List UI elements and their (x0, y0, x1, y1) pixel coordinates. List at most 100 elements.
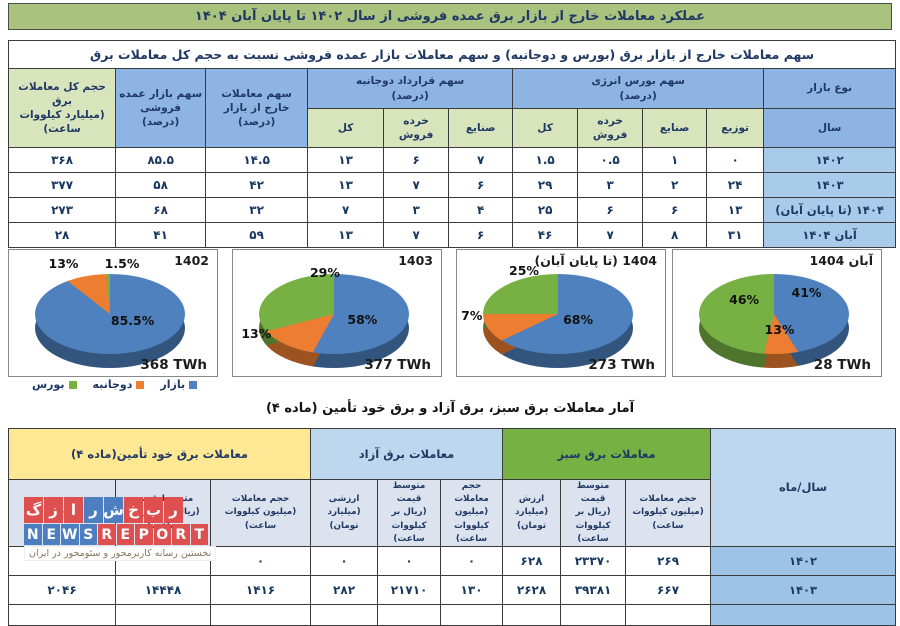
table-cell: ۳۲ (205, 197, 309, 223)
market-share-table: سهم معاملات خارج از بازار برق (بورس و دو… (7, 40, 897, 248)
col-group-free-power: معاملات برق آزاد (310, 428, 504, 480)
subcol-1: متوسط قیمت (ریال بر کیلووات ساعت) (560, 479, 627, 547)
subcol-5: صنایع (448, 108, 514, 148)
col-wholesale-share: سهم بازار عمده فروشی (درصد) (115, 68, 207, 148)
watermark-letter-tile: T (190, 524, 208, 545)
table-cell (115, 603, 212, 626)
table-cell: ۷ (448, 147, 514, 173)
subcol-3: حجم معاملات (میلیون کیلووات ساعت) (440, 479, 504, 547)
table-cell: ۰ (310, 545, 379, 576)
pie-slice-label: 13% (241, 325, 272, 341)
table-cell: ۰ (440, 545, 504, 576)
year-cell: ۱۴۰۴ (تا پایان آبان) (763, 197, 897, 223)
watermark-letter-tile: R (172, 524, 190, 545)
pie-legend: بورس دوجانبه بازار (32, 378, 198, 391)
table-cell: ۳۷۷ (7, 172, 117, 198)
table-header-row: سال/ماه معاملات برق سبز معاملات برق آزاد… (7, 428, 897, 547)
table-cell: ۶۲۸ (502, 545, 562, 576)
chart-total-value: 28 TWh (813, 357, 871, 373)
legend-swatch-icon (136, 380, 145, 389)
table-cell: ۳ (577, 172, 644, 198)
legend-label: بازار (160, 378, 186, 391)
pie-slice-label: 1.5% (104, 256, 140, 272)
legend-item: دوجانبه (93, 378, 145, 391)
table-cell: ۲۸۲ (310, 574, 379, 605)
watermark-letter-tile: P (135, 524, 153, 545)
col-group-self-supply: معاملات برق خود تأمین(ماده ۴) (7, 428, 312, 480)
table-cell: ۶ (383, 147, 450, 173)
table-row: ۱۴۰۲ ۲۶۹ ۲۳۳۷۰ ۶۲۸ ۰ ۰ ۰ ۰ (7, 545, 897, 576)
legend-swatch-icon (68, 380, 77, 389)
table-cell: ۲۱۷۱۰ (377, 574, 442, 605)
table-cell: ۷ (383, 222, 450, 248)
pie-slice-label: 13% (48, 256, 79, 272)
subcol-0: حجم معاملات (میلیون کیلووات ساعت) (625, 479, 712, 547)
table-cell: ۱۳۰ (440, 574, 504, 605)
legend-item: بازار (160, 378, 198, 391)
pie-face (259, 274, 409, 354)
subcol-3: خرده فروش (577, 108, 644, 148)
pie-graphic (259, 274, 409, 370)
pie-face (483, 274, 633, 354)
table-cell: ۱.۵ (512, 147, 579, 173)
table-cell: ۴ (448, 197, 514, 223)
pie-slice-label: 13% (764, 321, 795, 337)
table-cell (310, 603, 379, 626)
subcol-year: سال (763, 108, 897, 148)
table-cell: ۱۳ (307, 222, 385, 248)
year-cell: ۱۴۰۳ (763, 172, 897, 198)
subcol-6: حجم معاملات (میلیون کیلووات ساعت) (210, 479, 312, 547)
chart-total-value: 377 TWh (364, 357, 431, 373)
watermark-letter-tile: ا (64, 497, 83, 523)
table-cell: ۶۶۷ (625, 574, 712, 605)
watermark-letter-tile: S (79, 524, 97, 545)
table-cell: ۲۹ (512, 172, 579, 198)
table-row-partial (7, 603, 897, 626)
table-row: ۱۴۰۲ ۰ ۱ ۰.۵ ۱.۵ ۷ ۶ ۱۳ ۱۴.۵ ۸۵.۵ ۳۶۸ (7, 147, 897, 173)
table-subheader-row: سال توزیع صنایع خرده فروش کل صنایع خرده فروش کل (9, 108, 897, 148)
chart-title: 1403 (398, 253, 433, 268)
table-cell: ۱ (642, 147, 708, 173)
table-cell: ۱۳ (706, 197, 765, 223)
chart-title: 1404 (تا پایان آبان) (534, 253, 657, 268)
col-group-bilateral: سهم قرارداد دوجانبه (درصد) (307, 68, 514, 109)
pie-face (35, 274, 185, 354)
table-cell: ۰ (377, 545, 442, 576)
pie-slice-label: 25% (509, 262, 539, 278)
table-cell: ۴۶ (512, 222, 579, 248)
page-title: عملکرد معاملات خارج از بازار برق عمده فر… (194, 9, 706, 24)
legend-item: بورس (32, 378, 77, 391)
col-group-bourse: سهم بورس انرژی (درصد) (512, 68, 765, 109)
table-cell: ۶ (448, 222, 514, 248)
subcol-2: صنایع (642, 108, 708, 148)
table-cell: ۲۸ (7, 222, 117, 248)
chart-total-value: 273 TWh (588, 357, 655, 373)
watermark-letter-tile: ر (84, 497, 103, 523)
pie-chart-4: آبان 1404 46% 41% 13% 28 TWh (672, 249, 882, 377)
table-caption-row: سهم معاملات خارج از بازار برق (بورس و دو… (7, 40, 897, 69)
watermark-letter-tile: N (24, 524, 42, 545)
subcol-7: کل (307, 108, 385, 148)
pie-chart-2: 1403 29% 13% 58% 377 TWh (232, 249, 442, 377)
table-cell (210, 603, 312, 626)
watermark-letter-tile: ز (44, 497, 63, 523)
pie-slice-label: 29% (309, 265, 340, 281)
report-title-bar: عملکرد معاملات خارج از بازار برق عمده فر… (8, 3, 892, 30)
year-cell: ۱۴۰۲ (763, 147, 897, 173)
col-group-green-power: معاملات برق سبز (502, 428, 712, 480)
table-cell: ۴۱ (115, 222, 207, 248)
table-cell: ۳ (383, 197, 450, 223)
table-cell: ۰ (210, 545, 312, 576)
table-cell: ۷ (577, 222, 644, 248)
section2-title: آمار معاملات برق سبز، برق آزاد و برق خود… (265, 401, 635, 416)
legend-label: بورس (32, 378, 65, 391)
table-cell (502, 603, 562, 626)
table-cell: ۵۹ (205, 222, 309, 248)
table-cell: ۶ (642, 197, 708, 223)
table-row: ۱۴۰۴ (تا پایان آبان) ۱۳ ۶ ۶ ۲۵ ۴ ۳ ۷ ۳۲ ۶۸ ۲۷۳ (7, 197, 897, 223)
table1-caption: سهم معاملات خارج از بازار برق (بورس و دو… (7, 40, 897, 69)
table-row: ۱۴۰۳ ۶۶۷ ۳۹۳۸۱ ۲۶۲۸ ۱۳۰ ۲۱۷۱۰ ۲۸۲ ۱۴۱۶ ۱۴۴۴۸ ۲۰۴۶ (7, 574, 897, 605)
table-cell: ۲۴ (706, 172, 765, 198)
watermark-letter-tile: ش (103, 497, 124, 523)
